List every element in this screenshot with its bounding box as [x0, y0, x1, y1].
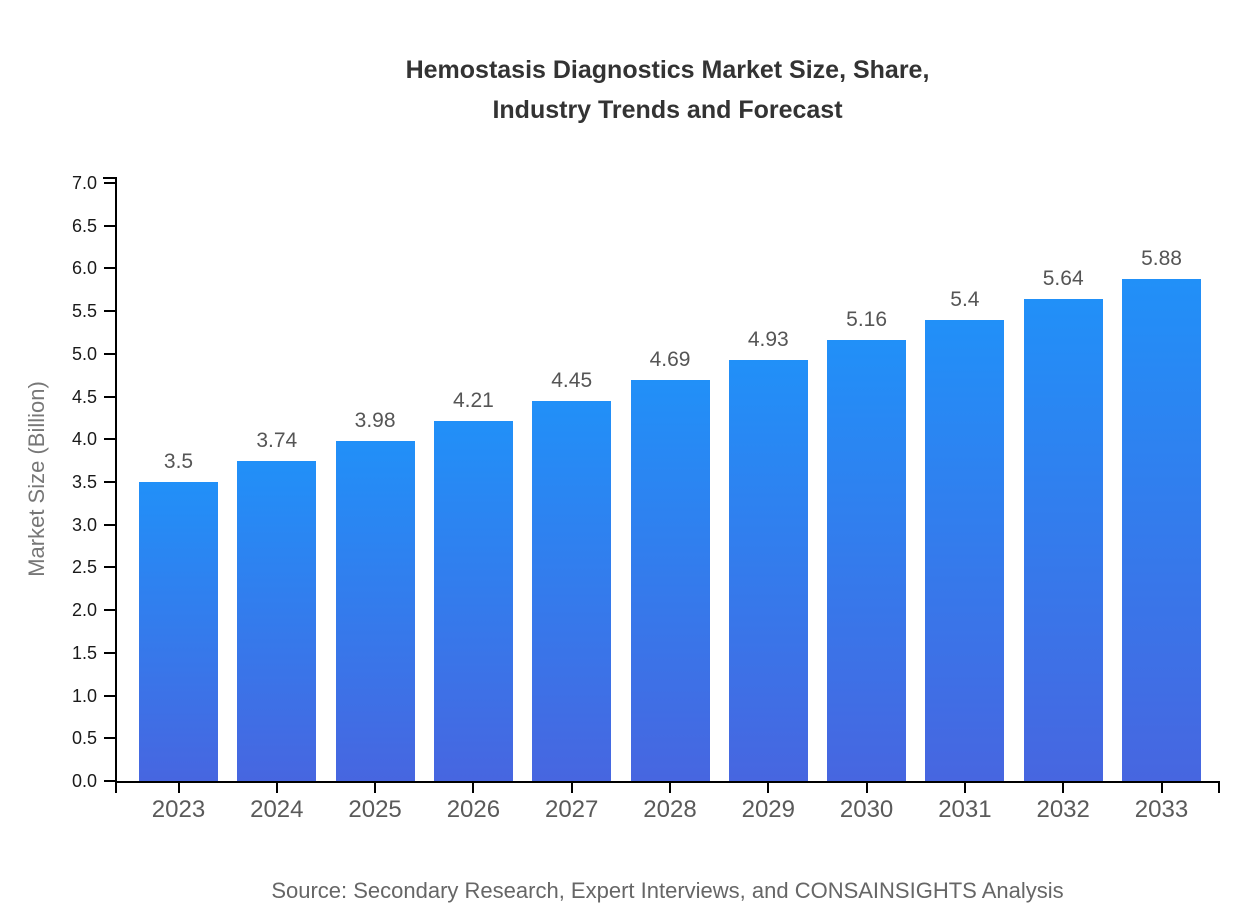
bar	[532, 400, 612, 781]
bar	[630, 380, 710, 781]
x-tick-label: 2033	[1134, 796, 1189, 823]
x-tick-label: 2025	[348, 796, 402, 823]
bar	[335, 440, 415, 781]
y-tick-label: 3.5	[71, 472, 97, 492]
x-tick-label: 2028	[643, 796, 697, 823]
bar-value-label: 5.64	[1042, 267, 1084, 291]
y-tick-label: 1.0	[71, 685, 97, 706]
x-tick	[865, 783, 868, 793]
bar	[827, 340, 907, 781]
bar-value-label: 3.5	[163, 450, 194, 473]
y-tick	[104, 310, 115, 313]
x-tick	[1160, 783, 1163, 793]
x-tick-label: 2032	[1036, 796, 1090, 823]
y-tick	[104, 609, 115, 612]
bar-value-label: 4.93	[747, 327, 789, 351]
x-axis-line	[115, 781, 1220, 783]
y-tick	[104, 566, 115, 569]
y-tick	[104, 481, 115, 483]
y-tick-label: 7.0	[71, 173, 97, 193]
bar	[1122, 278, 1201, 781]
x-tick-label: 2024	[250, 796, 304, 823]
bar-value-label: 5.16	[846, 308, 888, 332]
y-tick	[104, 395, 115, 398]
x-tick-label: 2029	[741, 796, 795, 823]
y-tick	[104, 694, 115, 697]
y-tick	[104, 780, 115, 782]
y-tick-label: 0.5	[71, 728, 97, 749]
x-tick	[177, 783, 180, 793]
x-tick-label: 2030	[839, 796, 894, 823]
y-tick	[104, 651, 115, 654]
x-tick	[1062, 783, 1065, 793]
y-tick-label: 2.5	[71, 557, 97, 578]
y-tick	[104, 438, 115, 441]
x-tick-label: 2023	[151, 796, 206, 823]
y-tick-label: 5.5	[71, 301, 97, 322]
y-tick-label: 2.0	[71, 600, 97, 621]
chart-title-line-1: Hemostasis Diagnostics Market Size, Shar…	[405, 56, 930, 84]
bar-value-label: 4.45	[551, 368, 593, 392]
x-tick	[669, 783, 671, 793]
chart-title: Hemostasis Diagnostics Market Size, Shar…	[115, 50, 1220, 130]
bar-value-label: 3.74	[256, 429, 298, 453]
bar-value-label: 3.98	[354, 408, 396, 432]
plot-area: 0.0 0.5 1.0 1.5 2.0 2.5 3.0 3.5 4.0 4.5 5.0 5.5 6.0 6…	[72, 173, 1220, 823]
y-tick-label: 1.5	[71, 642, 97, 663]
bar	[925, 319, 1005, 781]
y-tick-label: 4.5	[71, 386, 97, 407]
bar	[1023, 299, 1103, 781]
bar-value-label: 4.21	[452, 389, 494, 413]
bar	[728, 359, 808, 781]
x-axis-end-tick	[1218, 781, 1220, 793]
bar	[237, 461, 317, 781]
y-tick-label: 6.0	[71, 258, 97, 279]
x-tick	[374, 783, 377, 793]
y-tick-label: 3.0	[71, 514, 97, 535]
chart-title-line-2: Industry Trends and Forecast	[492, 96, 843, 124]
y-tick-label: 4.0	[71, 429, 97, 450]
y-tick-label: 5.0	[71, 343, 97, 364]
bar-value-label: 4.69	[649, 348, 691, 372]
x-tick-label: 2026	[446, 796, 501, 823]
x-tick	[570, 783, 573, 793]
y-tick	[104, 737, 115, 740]
x-tick-label: 2027	[544, 796, 599, 823]
x-tick	[767, 783, 770, 793]
y-tick-label: 0.0	[71, 771, 97, 791]
x-tick	[963, 783, 966, 793]
bar	[139, 482, 218, 781]
y-tick	[104, 352, 115, 355]
x-tick-label: 2031	[938, 796, 992, 823]
y-axis-end-tick	[103, 177, 115, 179]
bar-value-label: 5.4	[950, 287, 980, 311]
y-axis-line	[115, 177, 117, 793]
y-tick-label: 6.5	[71, 215, 97, 236]
y-tick	[104, 267, 115, 270]
source-note: Source: Secondary Research, Expert Inter…	[271, 878, 1064, 903]
y-tick	[104, 224, 115, 227]
bar	[433, 421, 513, 781]
x-tick	[472, 783, 475, 793]
y-tick	[104, 182, 115, 184]
bar-value-label: 5.88	[1141, 246, 1182, 270]
x-tick	[275, 783, 278, 793]
y-tick	[104, 523, 115, 526]
